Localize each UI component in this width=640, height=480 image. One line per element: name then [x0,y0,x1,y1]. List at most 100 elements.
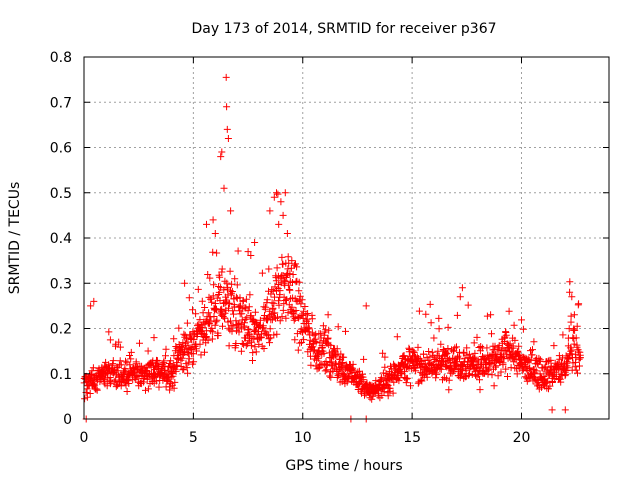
data-point [425,348,433,355]
data-point [295,287,303,295]
data-point [349,360,357,368]
data-point [167,357,175,365]
data-point [504,373,511,380]
data-point [289,279,296,286]
data-point [296,339,304,347]
data-point [322,361,330,369]
data-point [456,293,464,301]
data-point [270,331,278,339]
data-point [318,343,326,351]
data-point [288,309,296,317]
data-point [397,370,405,378]
data-point [114,381,122,389]
data-point [203,220,210,228]
data-point [279,260,287,268]
data-point [207,317,215,325]
data-point [510,321,518,329]
data-point [509,344,517,352]
data-point [488,330,495,338]
data-point [534,360,542,368]
data-point [284,265,292,273]
data-point [188,343,196,351]
data-point [500,355,508,363]
data-point [282,314,290,322]
data-point [268,299,276,307]
data-point [223,279,231,287]
data-point [286,286,294,294]
data-point [437,340,445,348]
data-point [450,347,458,355]
data-point [89,364,97,372]
data-point [359,376,367,384]
data-point [231,275,239,283]
data-point [379,349,387,357]
data-point [432,374,440,382]
data-point [276,287,284,295]
data-point [144,347,152,355]
data-point [87,302,95,310]
data-point [239,297,247,305]
data-point [566,278,574,286]
data-point [423,370,431,378]
data-point [125,380,133,387]
data-point [229,307,237,315]
data-point [218,265,226,273]
data-point [136,339,143,347]
data-point [530,338,538,346]
data-point [123,388,131,395]
data-point [229,322,237,330]
data-point [415,307,423,315]
data-point [406,346,413,353]
data-point [294,346,302,354]
data-point [114,367,122,375]
data-point [275,301,283,309]
data-point [521,373,529,381]
data-point [196,316,204,324]
data-point [220,184,228,192]
data-point [529,346,536,354]
data-point [378,392,386,399]
data-point [265,265,273,273]
data-point [213,316,221,324]
data-point [93,386,101,394]
data-point [209,216,217,224]
data-point [525,375,533,383]
data-point [242,295,250,303]
data-point [296,292,304,300]
data-point [442,348,449,356]
data-point [490,382,498,390]
data-point [184,369,192,377]
data-point [564,355,572,363]
y-tick-label: 0 [63,412,72,428]
data-point [435,325,443,333]
data-point [223,125,231,133]
data-point [322,326,330,334]
data-point [251,308,259,316]
data-point [474,371,482,379]
data-point [150,372,158,380]
data-point [105,328,113,336]
data-point [324,334,332,342]
y-tick-label: 0.4 [50,231,72,247]
data-point [403,374,411,382]
data-point [216,273,224,281]
x-axis-title: GPS time / hours [285,458,402,474]
data-point [550,342,558,350]
data-point [234,247,242,255]
data-point [219,322,226,330]
data-point [185,294,193,302]
data-point [567,318,575,326]
data-point [86,390,94,397]
data-point [568,293,576,301]
data-point [381,363,389,371]
data-point [458,370,466,378]
data-point [272,277,280,285]
data-point [453,311,461,319]
data-point [559,331,567,339]
data-point [214,332,222,339]
data-point [428,348,436,356]
data-point [535,354,543,362]
data-point [266,325,274,333]
data-point [494,372,502,380]
